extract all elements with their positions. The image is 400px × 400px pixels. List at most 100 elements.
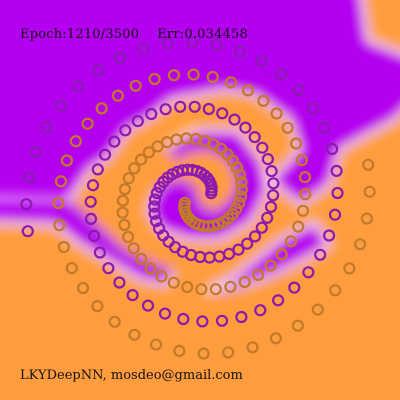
spiral-point: [95, 102, 108, 115]
epoch-label: Epoch:1210/3500: [20, 27, 140, 42]
spiral-point: [281, 121, 294, 134]
spiral-point: [148, 193, 162, 206]
spiral-point: [60, 154, 74, 167]
boundary-outer: [0, 87, 400, 209]
spiral-point: [224, 76, 238, 89]
spiral-point: [52, 196, 65, 210]
spiral-point: [69, 135, 82, 148]
spiral-point: [113, 51, 127, 64]
spiral-point: [235, 176, 248, 189]
training-status: Epoch:1210/3500 Err:0.034458: [20, 27, 248, 42]
spiral-point: [20, 198, 33, 211]
spiral-point: [57, 240, 71, 254]
spiral-point: [265, 165, 278, 178]
spiral-point: [119, 124, 132, 137]
spiral-point: [362, 158, 375, 171]
spiral-point: [298, 171, 312, 184]
spiral-point: [148, 207, 161, 220]
spiral-point: [84, 195, 97, 208]
spiral-point: [102, 262, 115, 275]
spiral-point: [318, 121, 331, 135]
spiral-point: [160, 136, 174, 149]
spiral-point: [127, 242, 140, 255]
spiral-point: [331, 186, 344, 200]
spiral-point: [91, 163, 104, 176]
class-a-points: [20, 36, 344, 328]
spiral-point: [65, 262, 78, 275]
class-b-region-inner: [115, 105, 290, 190]
spiral-point: [264, 200, 278, 213]
spiral-point: [186, 36, 199, 49]
spiral-point: [246, 341, 259, 354]
spiral-point: [113, 276, 126, 289]
spiral-point: [137, 42, 150, 55]
spiral-point: [40, 121, 53, 134]
spiral-point: [195, 283, 208, 296]
boundary-top: [360, 0, 400, 55]
spiral-point: [241, 84, 255, 97]
spiral-point: [207, 219, 220, 232]
spiral-point: [174, 100, 187, 113]
spiral-point: [292, 220, 305, 233]
spiral-point: [151, 140, 164, 153]
spiral-point: [167, 276, 180, 289]
spiral-point: [216, 107, 229, 120]
spiral-point: [270, 107, 283, 120]
spiral-point: [118, 218, 131, 231]
spiral-point: [233, 168, 246, 181]
spiral-point: [354, 238, 367, 251]
spiral-point: [269, 332, 282, 345]
spiral-point: [323, 229, 336, 242]
spiral-point: [148, 72, 161, 86]
spiral-point: [233, 45, 246, 58]
spiral-point: [108, 135, 121, 148]
spiral-point: [235, 183, 248, 196]
spiral-point: [155, 270, 168, 283]
spiral-point: [145, 107, 158, 121]
spiral-point: [91, 300, 104, 313]
spiral-point: [122, 172, 135, 185]
spiral-point: [118, 183, 132, 196]
spiral-point: [228, 113, 241, 126]
spiral-point: [284, 235, 298, 248]
spiral-point: [261, 153, 274, 166]
spiral-point: [363, 185, 376, 198]
spiral-point: [296, 204, 310, 217]
spiral-point: [292, 83, 305, 97]
spiral-point: [288, 281, 301, 294]
spiral-point: [252, 268, 265, 281]
spiral-point: [255, 221, 268, 234]
spiral-point: [153, 181, 166, 194]
spiral-point: [116, 206, 129, 219]
spiral-point: [29, 145, 43, 158]
spiral-point: [181, 280, 194, 294]
spiral-point: [232, 243, 245, 256]
spiral-point: [150, 338, 163, 351]
spiral-point: [255, 55, 268, 68]
spiral-point: [131, 114, 144, 128]
spiral-point: [343, 262, 356, 275]
spiral-point: [161, 37, 174, 50]
spiral-point: [222, 247, 236, 260]
spiral-point: [254, 304, 267, 317]
spiral-point: [329, 284, 342, 297]
spiral-point: [257, 94, 270, 108]
spiral-point: [135, 252, 148, 265]
spiral-point: [222, 346, 235, 359]
spiral-point: [196, 315, 209, 328]
spiral-point: [326, 142, 339, 156]
spiral-point: [144, 262, 157, 275]
spiral-point: [314, 248, 327, 261]
spiral-point: [239, 121, 252, 134]
spiral-point: [84, 212, 98, 225]
spiral-point: [275, 68, 288, 81]
credit-text: LKYDeepNN, mosdeo@gmail.com: [20, 368, 243, 383]
spiral-point: [248, 230, 262, 243]
spiral-point: [167, 69, 181, 82]
spiral-point: [197, 347, 210, 360]
spiral-point: [306, 101, 320, 115]
spiral-point: [98, 148, 112, 161]
spiral-point: [215, 314, 229, 327]
spiral-point: [81, 117, 94, 130]
